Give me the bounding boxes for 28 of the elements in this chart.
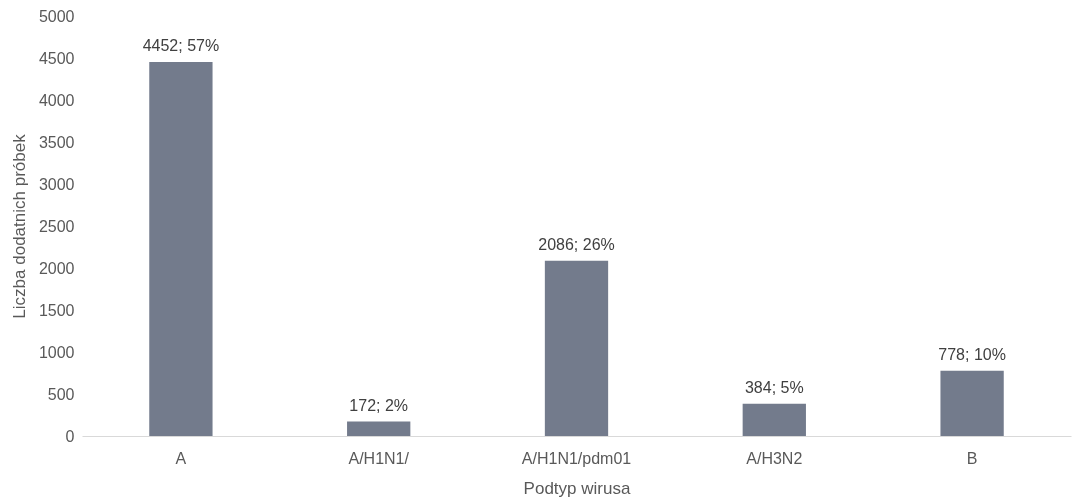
y-axis-title: Liczba dodatnich próbek: [9, 133, 29, 319]
y-tick-label: 3500: [38, 133, 75, 151]
bar: [149, 62, 213, 436]
x-tick-label: A/H1N1/pdm01: [521, 449, 632, 467]
data-label: 4452; 57%: [142, 37, 220, 55]
data-label: 384; 5%: [744, 378, 804, 396]
data-label: 778; 10%: [938, 345, 1006, 363]
y-tick-label: 5000: [38, 7, 75, 25]
bar: [544, 260, 609, 436]
x-tick-label: A/H3N2: [746, 449, 803, 467]
y-tick-label: 2000: [38, 259, 75, 277]
y-tick-label: 1000: [38, 343, 75, 361]
data-label: 172; 2%: [349, 396, 409, 414]
bar: [940, 370, 1004, 436]
x-tick-label: A: [175, 449, 187, 467]
x-axis-title: Podtyp wirusa: [523, 478, 631, 498]
y-tick-label: 3000: [38, 175, 75, 193]
y-tick-label: 4500: [38, 49, 75, 67]
y-tick-label: 2500: [38, 217, 75, 235]
y-tick-label: 0: [65, 427, 75, 445]
bar: [347, 421, 411, 436]
x-tick-label: B: [966, 449, 978, 467]
y-tick-label: 4000: [38, 91, 75, 109]
data-label: 2086; 26%: [538, 235, 615, 253]
y-tick-label: 500: [47, 385, 75, 403]
bar: [742, 403, 806, 436]
y-tick-label: 1500: [38, 301, 75, 319]
x-tick-label: A/H1N1/: [348, 449, 410, 467]
